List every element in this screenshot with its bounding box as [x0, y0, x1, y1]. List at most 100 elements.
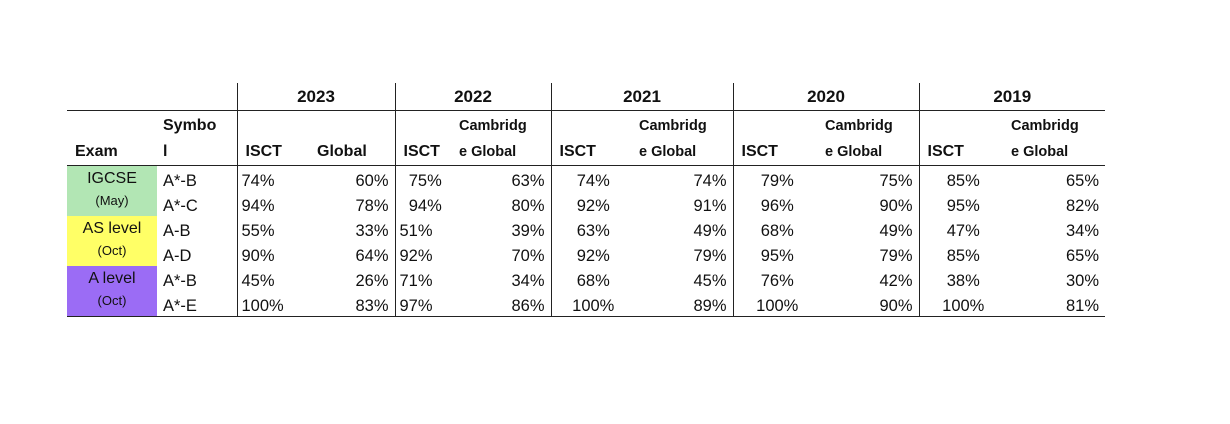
- blank-cell: [67, 83, 157, 111]
- value-cell: 81%: [1065, 297, 1099, 315]
- value-cell: 30%: [1065, 272, 1099, 290]
- value-cell: 89%: [693, 297, 727, 315]
- value-cell: 65%: [1065, 172, 1099, 190]
- value-cell: 90%: [879, 297, 913, 315]
- value-cell: 51%: [394, 216, 453, 241]
- value-cell: 49%: [693, 222, 727, 240]
- value-cell: 75%: [879, 172, 913, 190]
- value-cell: 80%: [511, 197, 545, 215]
- symbol-cell: A*-B: [163, 172, 197, 190]
- value-cell: 55%: [236, 216, 309, 241]
- cambridge-global-header-2022: Cambridg e Global: [453, 111, 551, 166]
- value-cell: 79%: [879, 247, 913, 265]
- value-cell: 68%: [550, 266, 633, 291]
- results-table: 2023 2022 2021 2020 2019 Exam Symbo l IS…: [67, 83, 1105, 317]
- value-cell: 45%: [236, 266, 309, 291]
- symbol-cell: A-D: [163, 247, 192, 265]
- exam-header: Exam: [75, 143, 118, 160]
- value-cell: 100%: [918, 291, 1005, 317]
- value-cell: 39%: [511, 222, 545, 240]
- year-header-2022: 2022: [394, 83, 551, 111]
- exam-cell-igcse-session: (May): [67, 191, 157, 216]
- value-cell: 94%: [394, 191, 453, 216]
- symbol-header-line1: Symbo: [163, 117, 217, 134]
- value-cell: 86%: [511, 297, 545, 315]
- cambridge-header-line1: Cambridg: [459, 118, 527, 134]
- value-cell: 92%: [550, 191, 633, 216]
- symbol-cell: A-B: [163, 222, 191, 240]
- global-header-2023: Global: [317, 143, 367, 160]
- year-header-2021: 2021: [550, 83, 733, 111]
- value-cell: 85%: [918, 241, 1005, 266]
- value-cell: 82%: [1065, 197, 1099, 215]
- value-cell: 60%: [355, 172, 389, 190]
- exam-cell-a-level: A level: [67, 266, 157, 291]
- value-cell: 79%: [732, 165, 819, 191]
- value-cell: 78%: [355, 197, 389, 215]
- cambridge-header-line2: e Global: [639, 144, 697, 160]
- value-cell: 74%: [550, 165, 633, 191]
- exam-cell-as-level-session: (Oct): [67, 241, 157, 266]
- exam-session: (Oct): [97, 243, 127, 258]
- value-cell: 92%: [394, 241, 453, 266]
- cambridge-header-line2: e Global: [459, 144, 517, 160]
- value-cell: 34%: [1065, 222, 1099, 240]
- exam-session: (May): [95, 193, 129, 208]
- isct-header-2019: ISCT: [918, 110, 1005, 166]
- value-cell: 65%: [1065, 247, 1099, 265]
- symbol-cell: A*-C: [163, 197, 198, 215]
- value-cell: 70%: [511, 247, 545, 265]
- cambridge-header-line2: e Global: [825, 144, 883, 160]
- value-cell: 75%: [394, 165, 453, 191]
- value-cell: 64%: [355, 247, 389, 265]
- value-cell: 85%: [918, 165, 1005, 191]
- value-cell: 42%: [879, 272, 913, 290]
- isct-header-2021: ISCT: [550, 110, 633, 166]
- value-cell: 71%: [394, 266, 453, 291]
- isct-header-2023: ISCT: [236, 110, 309, 166]
- exam-name: AS level: [82, 220, 142, 237]
- cambridge-global-header-2019: Cambridg e Global: [1005, 111, 1105, 166]
- value-cell: 45%: [693, 272, 727, 290]
- exam-cell-igcse: IGCSE: [67, 165, 157, 191]
- isct-header-2020: ISCT: [732, 110, 819, 166]
- value-cell: 63%: [511, 172, 545, 190]
- value-cell: 34%: [511, 272, 545, 290]
- value-cell: 97%: [394, 291, 453, 317]
- value-cell: 76%: [732, 266, 819, 291]
- value-cell: 90%: [236, 241, 309, 266]
- exam-name: IGCSE: [87, 170, 137, 187]
- symbol-header: Symbo l: [157, 111, 237, 166]
- cambridge-header-line1: Cambridg: [639, 118, 707, 134]
- cambridge-header-line2: e Global: [1011, 144, 1069, 160]
- value-cell: 100%: [732, 291, 819, 317]
- value-cell: 100%: [236, 291, 309, 317]
- value-cell: 26%: [355, 272, 389, 290]
- symbol-cell: A*-B: [163, 272, 197, 290]
- cambridge-header-line1: Cambridg: [1011, 118, 1079, 134]
- value-cell: 79%: [693, 247, 727, 265]
- isct-header-2022: ISCT: [394, 110, 453, 166]
- value-cell: 95%: [732, 241, 819, 266]
- year-header-2023: 2023: [236, 83, 395, 111]
- exam-cell-as-level: AS level: [67, 216, 157, 241]
- symbol-cell: A*-E: [163, 297, 197, 315]
- value-cell: 38%: [918, 266, 1005, 291]
- value-cell: 90%: [879, 197, 913, 215]
- symbol-header-line2: l: [163, 143, 168, 160]
- value-cell: 91%: [693, 197, 727, 215]
- year-header-2019: 2019: [918, 83, 1105, 111]
- value-cell: 47%: [918, 216, 1005, 241]
- cambridge-header-line1: Cambridg: [825, 118, 893, 134]
- exam-session: (Oct): [97, 293, 127, 308]
- exam-cell-a-level-session: (Oct): [67, 291, 157, 317]
- exam-name: A level: [88, 270, 136, 287]
- value-cell: 49%: [879, 222, 913, 240]
- value-cell: 94%: [236, 191, 309, 216]
- value-cell: 33%: [355, 222, 389, 240]
- cambridge-global-header-2020: Cambridg e Global: [819, 111, 919, 166]
- value-cell: 74%: [693, 172, 727, 190]
- year-header-2020: 2020: [732, 83, 919, 111]
- value-cell: 63%: [550, 216, 633, 241]
- blank-cell: [157, 83, 237, 111]
